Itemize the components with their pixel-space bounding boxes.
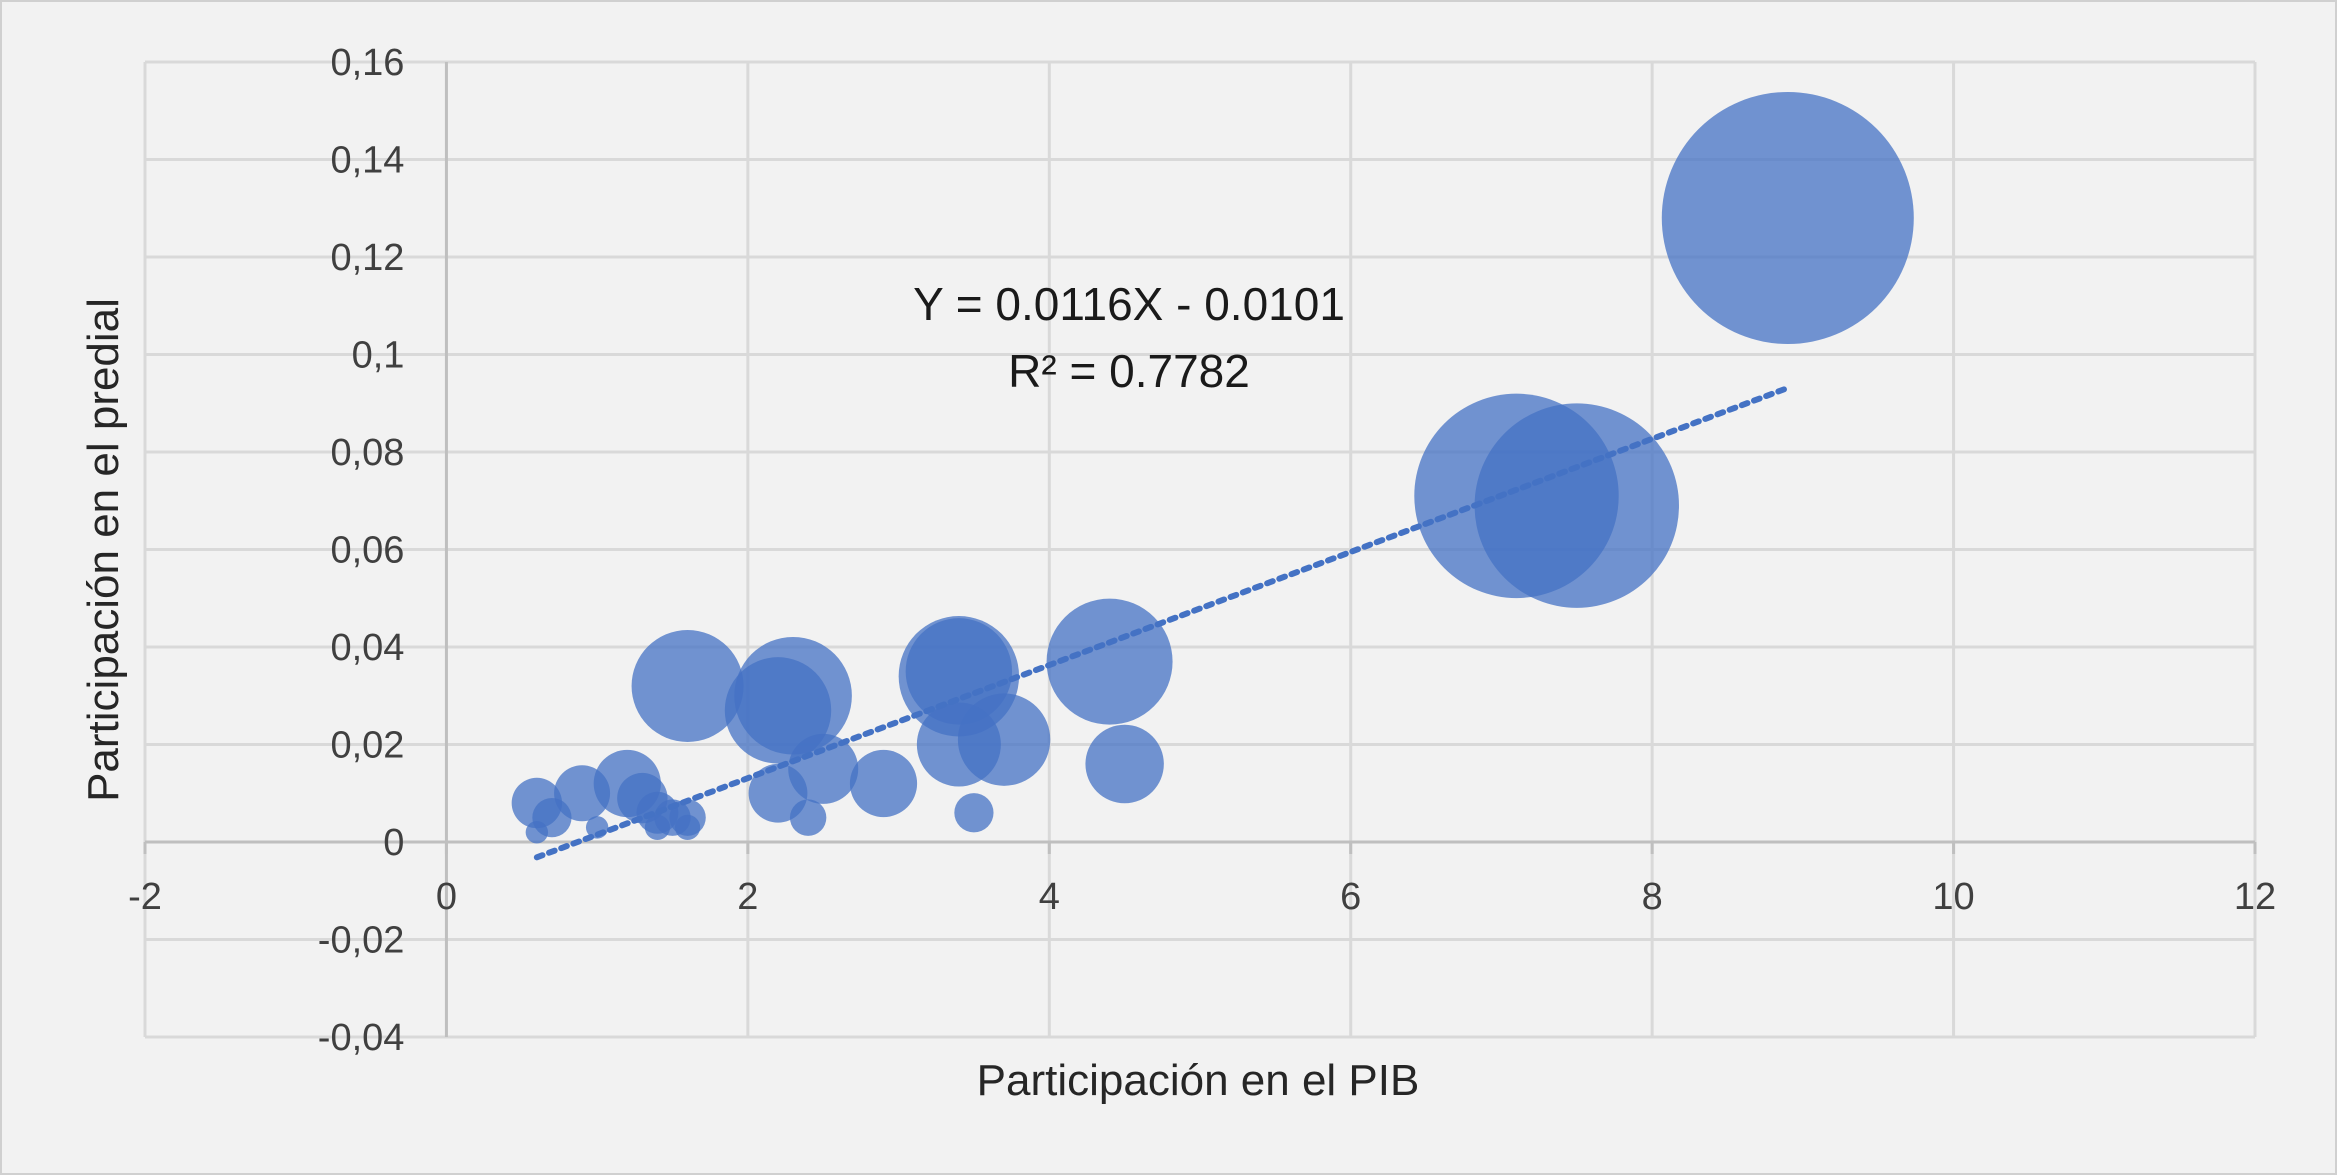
trendline [533,384,1791,861]
bubble-point [748,763,808,823]
bubble-point [1474,403,1679,608]
bubble-point [1085,724,1164,804]
bubble-point [916,702,1001,787]
y-tick-label: 0,12 [330,237,404,279]
trendline-r-squared: R² = 0.7782 [1008,345,1250,397]
bubble-point [674,814,701,840]
x-tick-label: 4 [1039,876,1060,918]
y-tick-label: -0,04 [318,1017,405,1059]
bubble-point [1661,92,1914,344]
bubble-point [954,793,994,833]
x-tick-label: 6 [1340,876,1361,918]
x-tick-label: 0 [436,876,457,918]
y-tick-label: 0,1 [352,335,405,377]
bubble-point [631,630,744,742]
y-tick-label: 0 [383,822,404,864]
x-tick-label: 8 [1642,876,1663,918]
x-tick-label: -2 [128,876,162,918]
bubble-point [525,821,549,844]
x-tick-label: 12 [2234,876,2276,918]
bubble-point [724,657,832,764]
y-tick-label: 0,04 [330,627,404,669]
trendline-group [533,384,1791,861]
x-tick-label: 10 [1932,876,1974,918]
trendline-equation: Y = 0.0116X - 0.0101 [913,278,1345,330]
y-axis-title: Participación en el predial [79,298,128,802]
y-tick-label: 0,16 [330,42,404,84]
y-tick-label: 0,14 [330,140,404,182]
bubble-point [644,814,671,840]
y-tick-label: 0,02 [330,725,404,767]
bubble-series [511,92,1914,844]
tick-labels: -0,04 -0,02 0 0,02 0,04 0,06 0,08 0,1 0,12 0,14 0,… [128,42,2276,1059]
axes [143,62,2257,1037]
y-tick-label: 0,08 [330,432,404,474]
y-tick-label: 0,06 [330,530,404,572]
x-axis-title: Participación en el PIB [977,1056,1420,1105]
y-tick-label: -0,02 [318,920,405,962]
x-tick-label: 2 [737,876,758,918]
bubble-point [789,799,827,836]
bubble-point [849,749,918,818]
